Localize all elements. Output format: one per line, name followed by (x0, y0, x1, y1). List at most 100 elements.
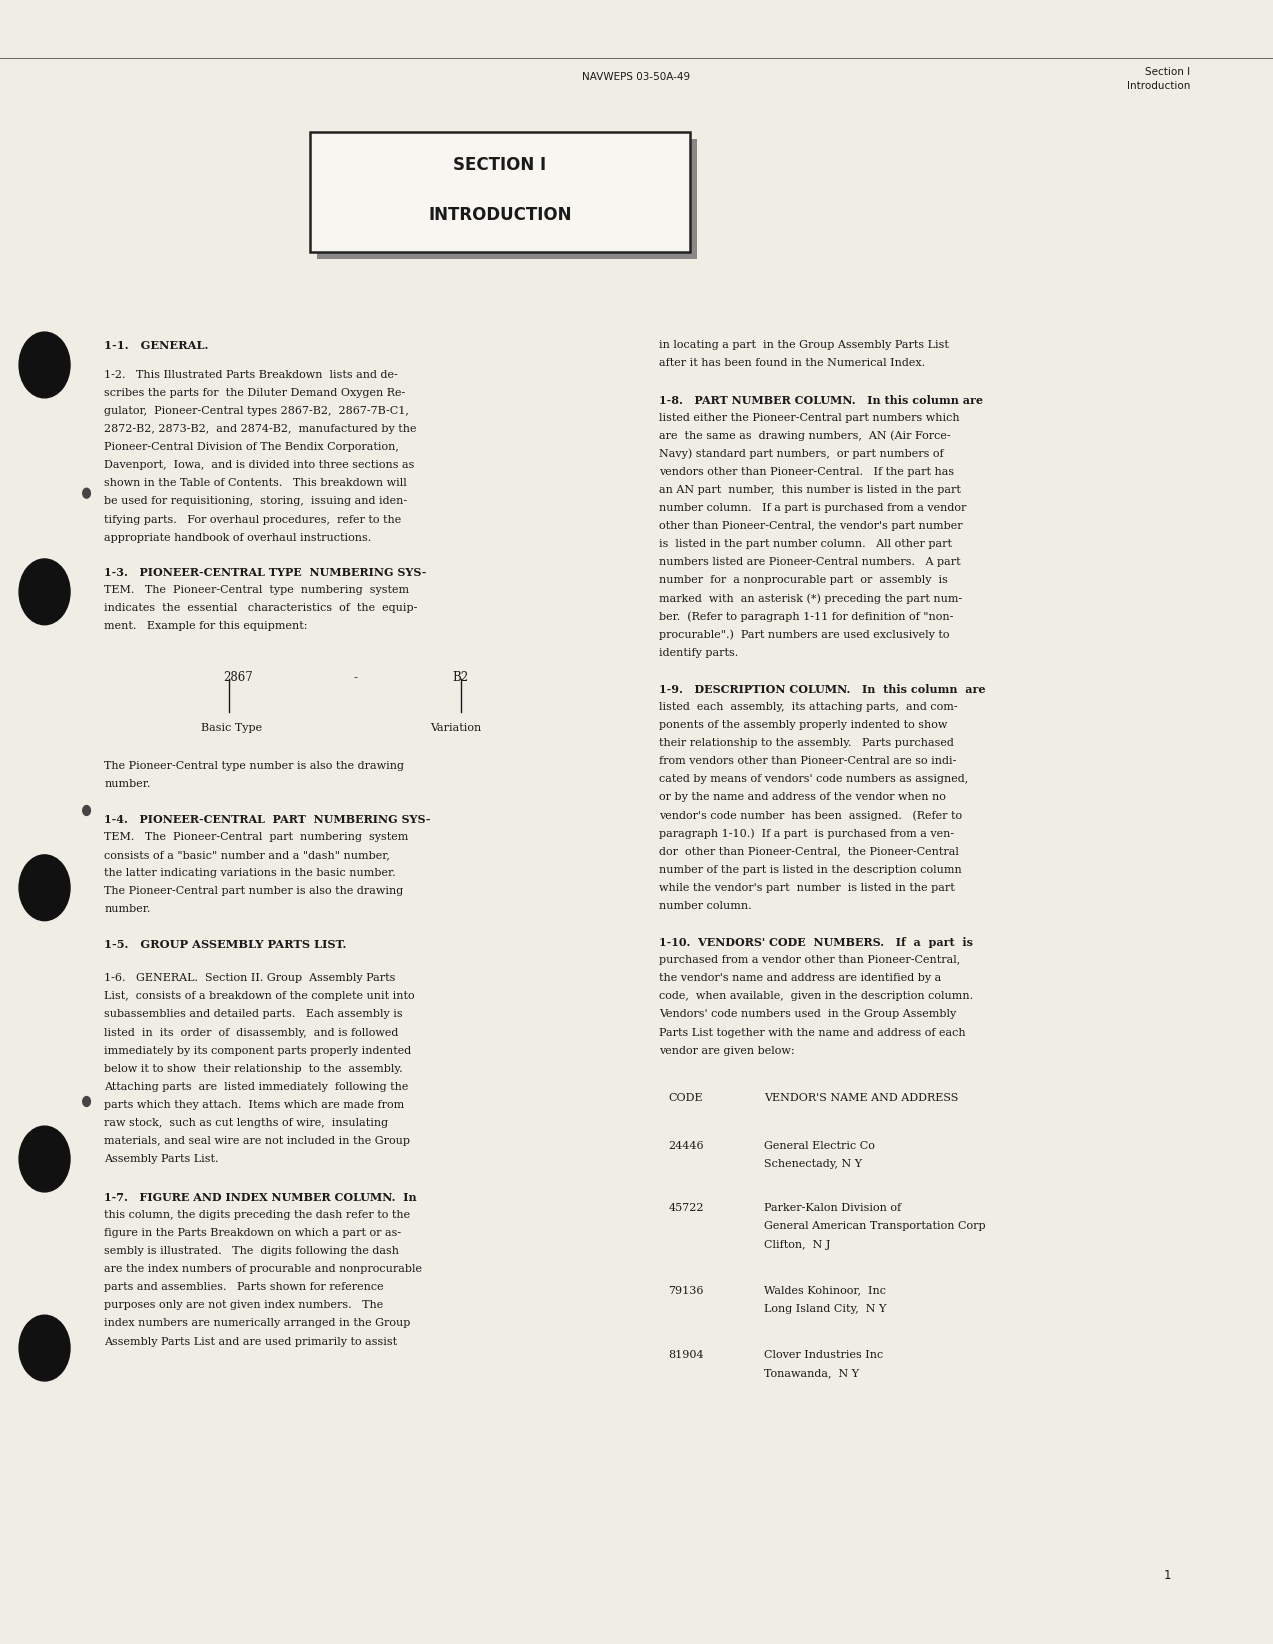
Text: 24446: 24446 (668, 1141, 704, 1151)
Text: Attaching parts  are  listed immediately  following the: Attaching parts are listed immediately f… (104, 1082, 409, 1092)
Circle shape (83, 488, 90, 498)
Text: are  the same as  drawing numbers,  AN (Air Force-: are the same as drawing numbers, AN (Air… (659, 431, 951, 441)
Text: Vendors' code numbers used  in the Group Assembly: Vendors' code numbers used in the Group … (659, 1009, 957, 1019)
Text: -: - (354, 671, 358, 684)
Text: TEM.   The  Pioneer-Central  type  numbering  system: TEM. The Pioneer-Central type numbering … (104, 585, 410, 595)
Text: after it has been found in the Numerical Index.: after it has been found in the Numerical… (659, 358, 925, 368)
Text: 1-3.   PIONEER-CENTRAL TYPE  NUMBERING SYS-: 1-3. PIONEER-CENTRAL TYPE NUMBERING SYS- (104, 567, 426, 579)
Text: numbers listed are Pioneer-Central numbers.   A part: numbers listed are Pioneer-Central numbe… (659, 557, 961, 567)
Text: 1-5.   GROUP ASSEMBLY PARTS LIST.: 1-5. GROUP ASSEMBLY PARTS LIST. (104, 939, 346, 950)
Text: 79136: 79136 (668, 1286, 704, 1295)
Text: number.: number. (104, 779, 150, 789)
Text: code,  when available,  given in the description column.: code, when available, given in the descr… (659, 991, 974, 1001)
Text: Section I: Section I (1146, 67, 1190, 77)
Text: 1-1.   GENERAL.: 1-1. GENERAL. (104, 340, 209, 352)
Text: or by the name and address of the vendor when no: or by the name and address of the vendor… (659, 792, 946, 802)
Text: their relationship to the assembly.   Parts purchased: their relationship to the assembly. Part… (659, 738, 955, 748)
Text: in locating a part  in the Group Assembly Parts List: in locating a part in the Group Assembly… (659, 340, 950, 350)
Text: Basic Type: Basic Type (201, 723, 262, 733)
Text: General American Transportation Corp: General American Transportation Corp (764, 1221, 985, 1231)
Text: are the index numbers of procurable and nonprocurable: are the index numbers of procurable and … (104, 1264, 423, 1274)
FancyBboxPatch shape (317, 140, 698, 260)
Text: Navy) standard part numbers,  or part numbers of: Navy) standard part numbers, or part num… (659, 449, 945, 459)
Text: 81904: 81904 (668, 1350, 704, 1360)
Text: listed  in  its  order  of  disassembly,  and is followed: listed in its order of disassembly, and … (104, 1028, 398, 1037)
Text: immediately by its component parts properly indented: immediately by its component parts prope… (104, 1046, 411, 1055)
Text: marked  with  an asterisk (*) preceding the part num-: marked with an asterisk (*) preceding th… (659, 593, 962, 603)
Text: Tonawanda,  N Y: Tonawanda, N Y (764, 1368, 859, 1378)
Text: an AN part  number,  this number is listed in the part: an AN part number, this number is listed… (659, 485, 961, 495)
Text: procurable".)  Part numbers are used exclusively to: procurable".) Part numbers are used excl… (659, 630, 950, 640)
Text: number  for  a nonprocurable part  or  assembly  is: number for a nonprocurable part or assem… (659, 575, 948, 585)
Circle shape (83, 806, 90, 815)
Text: TEM.   The  Pioneer-Central  part  numbering  system: TEM. The Pioneer-Central part numbering … (104, 832, 409, 842)
Text: appropriate handbook of overhaul instructions.: appropriate handbook of overhaul instruc… (104, 533, 372, 543)
Text: number of the part is listed in the description column: number of the part is listed in the desc… (659, 865, 962, 875)
Text: 1-2.   This Illustrated Parts Breakdown  lists and de-: 1-2. This Illustrated Parts Breakdown li… (104, 370, 398, 380)
Text: CODE: CODE (668, 1093, 703, 1103)
Text: vendor are given below:: vendor are given below: (659, 1046, 796, 1055)
Text: sembly is illustrated.   The  digits following the dash: sembly is illustrated. The digits follow… (104, 1246, 400, 1256)
Text: NAVWEPS 03-50A-49: NAVWEPS 03-50A-49 (583, 72, 690, 82)
Text: paragraph 1-10.)  If a part  is purchased from a ven-: paragraph 1-10.) If a part is purchased … (659, 829, 955, 838)
Text: while the vendor's part  number  is listed in the part: while the vendor's part number is listed… (659, 883, 955, 893)
Text: 2872-B2, 2873-B2,  and 2874-B2,  manufactured by the: 2872-B2, 2873-B2, and 2874-B2, manufactu… (104, 424, 416, 434)
Text: The Pioneer-Central part number is also the drawing: The Pioneer-Central part number is also … (104, 886, 404, 896)
Text: identify parts.: identify parts. (659, 648, 738, 658)
Text: number column.   If a part is purchased from a vendor: number column. If a part is purchased fr… (659, 503, 966, 513)
Circle shape (19, 1315, 70, 1381)
Circle shape (19, 1126, 70, 1192)
Text: parts which they attach.  Items which are made from: parts which they attach. Items which are… (104, 1100, 405, 1110)
Text: materials, and seal wire are not included in the Group: materials, and seal wire are not include… (104, 1136, 410, 1146)
Text: indicates  the  essential   characteristics  of  the  equip-: indicates the essential characteristics … (104, 603, 418, 613)
Text: parts and assemblies.   Parts shown for reference: parts and assemblies. Parts shown for re… (104, 1282, 384, 1292)
Text: Waldes Kohinoor,  Inc: Waldes Kohinoor, Inc (764, 1286, 886, 1295)
Text: Variation: Variation (430, 723, 481, 733)
Text: B2: B2 (452, 671, 468, 684)
Text: Clover Industries Inc: Clover Industries Inc (764, 1350, 883, 1360)
Text: 45722: 45722 (668, 1203, 704, 1213)
Text: cated by means of vendors' code numbers as assigned,: cated by means of vendors' code numbers … (659, 774, 969, 784)
Text: Parker-Kalon Division of: Parker-Kalon Division of (764, 1203, 901, 1213)
Text: 1-8.   PART NUMBER COLUMN.   In this column are: 1-8. PART NUMBER COLUMN. In this column … (659, 395, 984, 406)
Text: be used for requisitioning,  storing,  issuing and iden-: be used for requisitioning, storing, iss… (104, 496, 407, 506)
Text: Long Island City,  N Y: Long Island City, N Y (764, 1304, 886, 1314)
Text: ment.   Example for this equipment:: ment. Example for this equipment: (104, 621, 308, 631)
Text: ber.  (Refer to paragraph 1-11 for definition of "non-: ber. (Refer to paragraph 1-11 for defini… (659, 612, 953, 621)
Text: 1-4.   PIONEER-CENTRAL  PART  NUMBERING SYS-: 1-4. PIONEER-CENTRAL PART NUMBERING SYS- (104, 814, 430, 825)
Text: vendor's code number  has been  assigned.   (Refer to: vendor's code number has been assigned. … (659, 810, 962, 820)
Text: General Electric Co: General Electric Co (764, 1141, 875, 1151)
Circle shape (19, 855, 70, 921)
Text: consists of a "basic" number and a "dash" number,: consists of a "basic" number and a "dash… (104, 850, 391, 860)
Text: 1-9.   DESCRIPTION COLUMN.   In  this column  are: 1-9. DESCRIPTION COLUMN. In this column … (659, 684, 985, 695)
Text: Clifton,  N J: Clifton, N J (764, 1240, 830, 1249)
Text: is  listed in the part number column.   All other part: is listed in the part number column. All… (659, 539, 952, 549)
Text: index numbers are numerically arranged in the Group: index numbers are numerically arranged i… (104, 1318, 411, 1328)
Text: INTRODUCTION: INTRODUCTION (428, 206, 572, 224)
Text: listed either the Pioneer-Central part numbers which: listed either the Pioneer-Central part n… (659, 413, 960, 423)
Text: Pioneer-Central Division of The Bendix Corporation,: Pioneer-Central Division of The Bendix C… (104, 442, 400, 452)
Text: 2867: 2867 (223, 671, 252, 684)
Text: the vendor's name and address are identified by a: the vendor's name and address are identi… (659, 973, 942, 983)
Text: SECTION I: SECTION I (453, 156, 546, 174)
Text: from vendors other than Pioneer-Central are so indi-: from vendors other than Pioneer-Central … (659, 756, 957, 766)
Text: subassemblies and detailed parts.   Each assembly is: subassemblies and detailed parts. Each a… (104, 1009, 404, 1019)
Circle shape (83, 1097, 90, 1106)
Text: gulator,  Pioneer-Central types 2867-B2,  2867-7B-C1,: gulator, Pioneer-Central types 2867-B2, … (104, 406, 409, 416)
Text: listed  each  assembly,  its attaching parts,  and com-: listed each assembly, its attaching part… (659, 702, 959, 712)
Circle shape (19, 332, 70, 398)
Text: tifying parts.   For overhaul procedures,  refer to the: tifying parts. For overhaul procedures, … (104, 515, 402, 524)
Text: ponents of the assembly properly indented to show: ponents of the assembly properly indente… (659, 720, 948, 730)
Text: this column, the digits preceding the dash refer to the: this column, the digits preceding the da… (104, 1210, 410, 1220)
Text: List,  consists of a breakdown of the complete unit into: List, consists of a breakdown of the com… (104, 991, 415, 1001)
Text: below it to show  their relationship  to the  assembly.: below it to show their relationship to t… (104, 1064, 404, 1074)
Text: The Pioneer-Central type number is also the drawing: The Pioneer-Central type number is also … (104, 761, 405, 771)
Circle shape (19, 559, 70, 625)
Text: Assembly Parts List and are used primarily to assist: Assembly Parts List and are used primari… (104, 1337, 397, 1346)
Text: purposes only are not given index numbers.   The: purposes only are not given index number… (104, 1300, 383, 1310)
Text: vendors other than Pioneer-Central.   If the part has: vendors other than Pioneer-Central. If t… (659, 467, 955, 477)
Text: Davenport,  Iowa,  and is divided into three sections as: Davenport, Iowa, and is divided into thr… (104, 460, 415, 470)
Text: figure in the Parts Breakdown on which a part or as-: figure in the Parts Breakdown on which a… (104, 1228, 401, 1238)
Text: 1-7.   FIGURE AND INDEX NUMBER COLUMN.  In: 1-7. FIGURE AND INDEX NUMBER COLUMN. In (104, 1192, 418, 1203)
Text: scribes the parts for  the Diluter Demand Oxygen Re-: scribes the parts for the Diluter Demand… (104, 388, 406, 398)
